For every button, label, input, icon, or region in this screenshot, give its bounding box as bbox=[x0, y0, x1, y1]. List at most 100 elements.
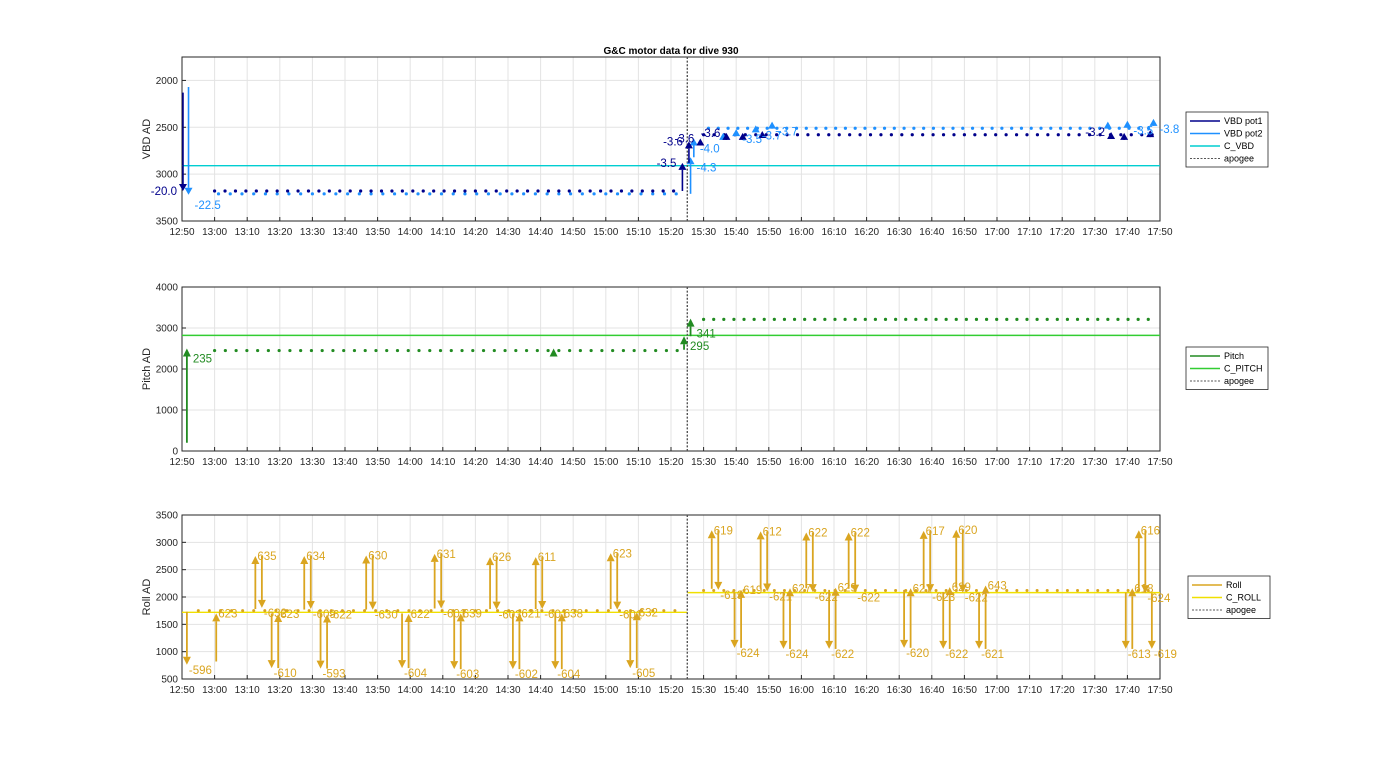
roll-point bbox=[540, 609, 544, 613]
vbd-pot1-point bbox=[473, 189, 477, 193]
vbd-pot2-arrow-head bbox=[1149, 118, 1158, 126]
x-tick-label: 16:10 bbox=[821, 457, 846, 468]
x-tick-label: 14:10 bbox=[430, 685, 455, 696]
x-tick-label: 17:10 bbox=[1017, 227, 1042, 238]
roll-arrow-head bbox=[756, 531, 765, 540]
vbd-pot2-point bbox=[1058, 126, 1063, 130]
roll-arrow-head bbox=[251, 556, 260, 564]
vbd-pot1-point bbox=[848, 133, 852, 137]
vbd-pot2-point bbox=[951, 126, 955, 130]
vbd-pot2-point bbox=[706, 126, 711, 130]
vbd-pot2-point bbox=[580, 192, 584, 196]
vbd-pot2-point bbox=[439, 192, 444, 196]
vbd-pot1-point bbox=[619, 189, 624, 193]
roll-label: -601 bbox=[544, 609, 567, 621]
x-tick-label: 13:10 bbox=[235, 227, 260, 238]
roll-point bbox=[732, 588, 736, 592]
roll-point bbox=[662, 609, 666, 613]
x-tick-label: 14:40 bbox=[528, 685, 553, 696]
roll-point bbox=[507, 609, 511, 613]
vbd-pot2-point bbox=[357, 192, 361, 196]
roll-point bbox=[863, 588, 867, 592]
vbd-pot1-point bbox=[494, 189, 498, 193]
pitch-label: 235 bbox=[193, 354, 212, 366]
vbd-pot1-point bbox=[962, 133, 967, 137]
roll-arrow-head bbox=[707, 530, 716, 539]
roll-point bbox=[1065, 588, 1069, 592]
roll-point bbox=[207, 609, 211, 613]
x-tick-label: 17:50 bbox=[1147, 685, 1172, 696]
x-tick-label: 17:00 bbox=[984, 685, 1009, 696]
pitch-point bbox=[1015, 317, 1019, 321]
y-tick-label: 1000 bbox=[156, 406, 179, 417]
roll-point bbox=[518, 609, 522, 613]
x-tick-label: 14:20 bbox=[463, 227, 488, 238]
vbd-pot2-point bbox=[1098, 126, 1102, 130]
pitch-point bbox=[471, 348, 475, 353]
vbd-pot2-point bbox=[475, 192, 479, 196]
roll-arrow-head bbox=[785, 588, 794, 597]
pitch-point bbox=[664, 348, 669, 353]
roll-arrow-head bbox=[714, 581, 723, 590]
roll-point bbox=[484, 609, 488, 613]
vbd-pot2-point bbox=[882, 126, 887, 130]
pitch-point bbox=[1045, 317, 1049, 321]
y-tick-label: 2500 bbox=[156, 565, 179, 576]
pitch-point bbox=[702, 317, 706, 321]
y-tick-label: 3500 bbox=[156, 511, 179, 522]
x-tick-label: 13:20 bbox=[267, 227, 292, 238]
x-tick-label: 14:40 bbox=[528, 227, 553, 238]
vbd-pot1-point bbox=[702, 133, 706, 137]
roll-arrow-head bbox=[531, 557, 540, 566]
vbd-pot1-point bbox=[223, 189, 227, 193]
pitch-point bbox=[460, 348, 464, 353]
pitch-point bbox=[964, 317, 968, 321]
pitch-point bbox=[722, 317, 726, 321]
roll-label: -630 bbox=[375, 610, 398, 622]
roll-arrow-head bbox=[632, 612, 641, 621]
roll-arrow-head bbox=[306, 601, 315, 610]
pitch-point bbox=[395, 348, 400, 353]
vbd-pot2-point bbox=[592, 192, 596, 196]
roll-label: 626 bbox=[492, 552, 511, 564]
vbd-pot2-arrow-head bbox=[1103, 121, 1112, 129]
roll-point bbox=[396, 609, 400, 613]
vbd-pot2-point bbox=[843, 126, 848, 130]
vbd-pot1-point bbox=[941, 133, 946, 137]
x-tick-label: 14:00 bbox=[398, 685, 423, 696]
roll-arrow-head bbox=[926, 584, 935, 593]
pitch-point bbox=[1005, 317, 1009, 321]
roll-point bbox=[964, 588, 968, 592]
roll-point bbox=[551, 609, 555, 613]
vbd-pot2-point bbox=[334, 192, 338, 196]
y-tick-label: 4000 bbox=[156, 283, 179, 294]
roll-point bbox=[1096, 588, 1100, 592]
roll-label: -603 bbox=[499, 610, 522, 622]
pitch-axes: 12:50 13:00 13:10 13:20 13:30 13:40 13:50 14:00… bbox=[141, 283, 1269, 468]
x-tick-label: 15:10 bbox=[626, 685, 651, 696]
roll-point bbox=[712, 588, 716, 592]
roll-label: 620 bbox=[958, 525, 977, 537]
pitch-point bbox=[654, 348, 658, 353]
roll-arrow-head bbox=[557, 613, 566, 622]
roll-label: 621 bbox=[521, 608, 540, 620]
roll-arrow-head bbox=[945, 587, 954, 596]
vbd-pot1-arrow-head bbox=[684, 141, 693, 149]
pitch-point bbox=[621, 348, 626, 353]
pitch-point bbox=[1116, 317, 1120, 321]
pitch-point bbox=[1136, 317, 1140, 321]
roll-point bbox=[702, 588, 706, 592]
x-tick-label: 15:50 bbox=[756, 457, 781, 468]
x-tick-label: 16:30 bbox=[887, 685, 912, 696]
vbd-pot1-point bbox=[463, 189, 467, 193]
roll-arrow-head bbox=[1134, 530, 1143, 539]
roll-label: -604 bbox=[404, 668, 428, 680]
vbd-pot2-point bbox=[746, 126, 750, 130]
roll-arrow-head bbox=[730, 639, 739, 648]
vbd-pot2-point bbox=[463, 192, 467, 196]
vbd-pot1-point bbox=[900, 133, 904, 137]
roll-arrow-head bbox=[737, 589, 746, 598]
vbd-pot2-point bbox=[275, 192, 279, 196]
roll-label: -604 bbox=[557, 669, 581, 681]
roll-arrow-head bbox=[538, 601, 547, 610]
